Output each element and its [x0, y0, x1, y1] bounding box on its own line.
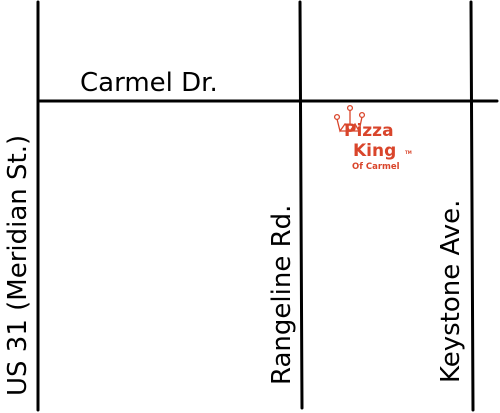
street-label-us31: US 31 (Meridian St.) — [3, 135, 33, 396]
road-keystone — [469, 0, 475, 412]
roads — [36, 0, 499, 412]
pizza-king-logo: Pizza King TM Of Carmel — [333, 104, 412, 172]
logo-king-text: King — [353, 141, 396, 161]
street-label-rangeline: Rangeline Rd. — [267, 205, 297, 385]
logo-of-carmel-text: Of Carmel — [352, 162, 400, 172]
street-label-carmel: Carmel Dr. — [80, 68, 218, 98]
road-rangeline — [298, 0, 304, 410]
logo-pizza-text: Pizza — [344, 121, 394, 141]
logo-tm-text: TM — [405, 150, 412, 155]
crown-icon — [333, 104, 366, 133]
street-label-keystone: Keystone Ave. — [436, 200, 466, 383]
